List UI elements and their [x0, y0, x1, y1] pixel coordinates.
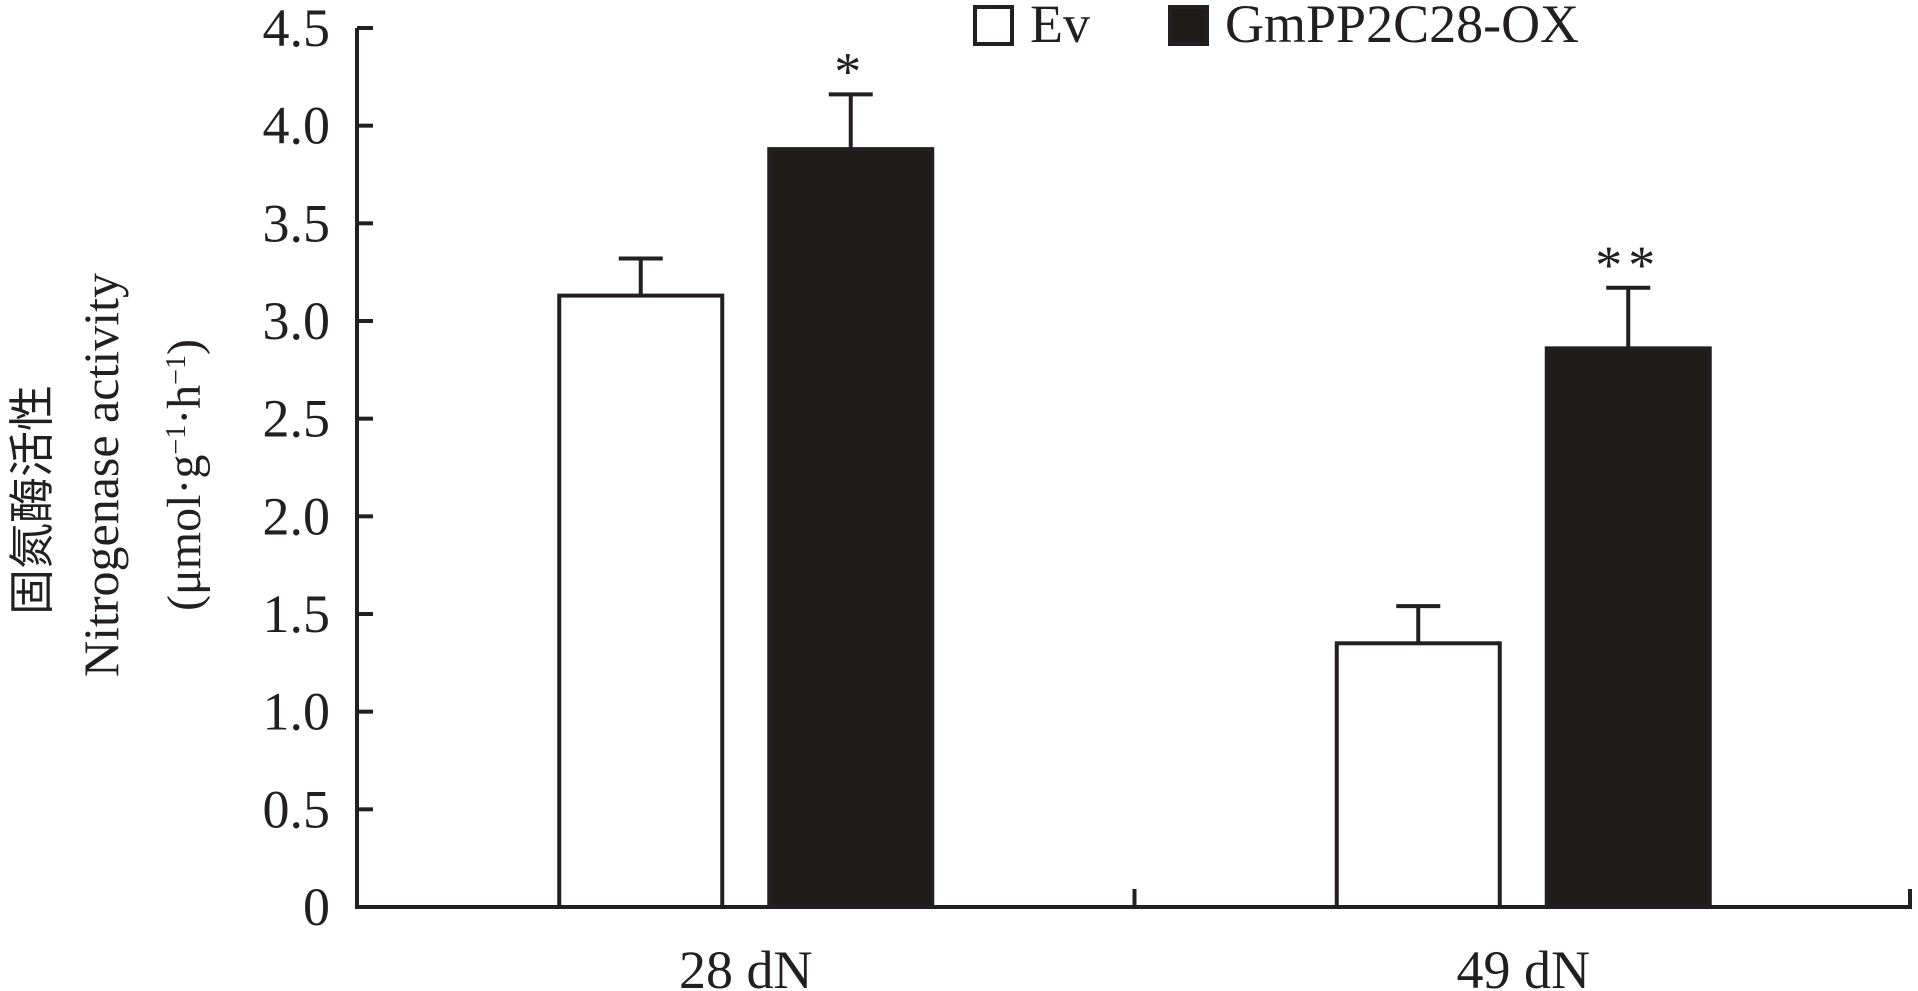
y-unit-mid: ·h: [158, 385, 211, 425]
y-tick-label: 1.5: [263, 584, 331, 644]
bar-gmpp2c28-ox-0: [767, 147, 935, 909]
y-tick-label: 4.5: [263, 0, 331, 58]
y-axis-label-en: Nitrogenase activity: [73, 273, 129, 677]
y-tick-label: 2.5: [263, 389, 331, 449]
bar-ev-0: [557, 293, 725, 909]
x-tick-label: 28 dN: [679, 940, 813, 991]
bars: * 28 dN ** 49 dN: [557, 41, 1712, 991]
legend-label: Ev: [1030, 0, 1090, 54]
y-tick-label: 4.0: [263, 96, 331, 156]
legend-swatch: [1168, 5, 1209, 46]
legend-label: GmPP2C28-OX: [1225, 0, 1579, 54]
axes: 0 0.5 1.0 1.5 2.0 2.5 3.0 3.5 4.0 4.5: [263, 0, 1912, 937]
y-axis-unit: (μmol·g−1·h−1): [158, 339, 211, 611]
y-unit-open: (μmol·g: [158, 455, 211, 611]
x-tick-label: 49 dN: [1457, 940, 1591, 991]
y-tick-label: 0: [303, 877, 330, 937]
y-unit-exp2: −1: [161, 355, 192, 385]
y-tick-label: 3.0: [263, 291, 331, 351]
y-unit-close: ): [158, 339, 211, 355]
y-unit-exp1: −1: [161, 425, 192, 455]
y-axis-label-cn: 固氮酶活性: [7, 385, 58, 615]
legend: Ev GmPP2C28-OX: [973, 0, 1579, 54]
bar-gmpp2c28-ox-1: [1544, 346, 1712, 909]
y-tick-label: 3.5: [263, 193, 331, 253]
y-tick-label: 1.0: [263, 682, 331, 742]
y-axis-label: 固氮酶活性 Nitrogenase activity (μmol·g−1·h−1…: [7, 273, 211, 677]
significance-label: **: [1595, 235, 1661, 295]
y-tick-label: 2.0: [263, 486, 331, 546]
bar-ev-1: [1334, 641, 1502, 909]
legend-swatch: [973, 5, 1014, 46]
significance-label: *: [834, 41, 867, 101]
y-tick-label: 0.5: [263, 779, 331, 839]
